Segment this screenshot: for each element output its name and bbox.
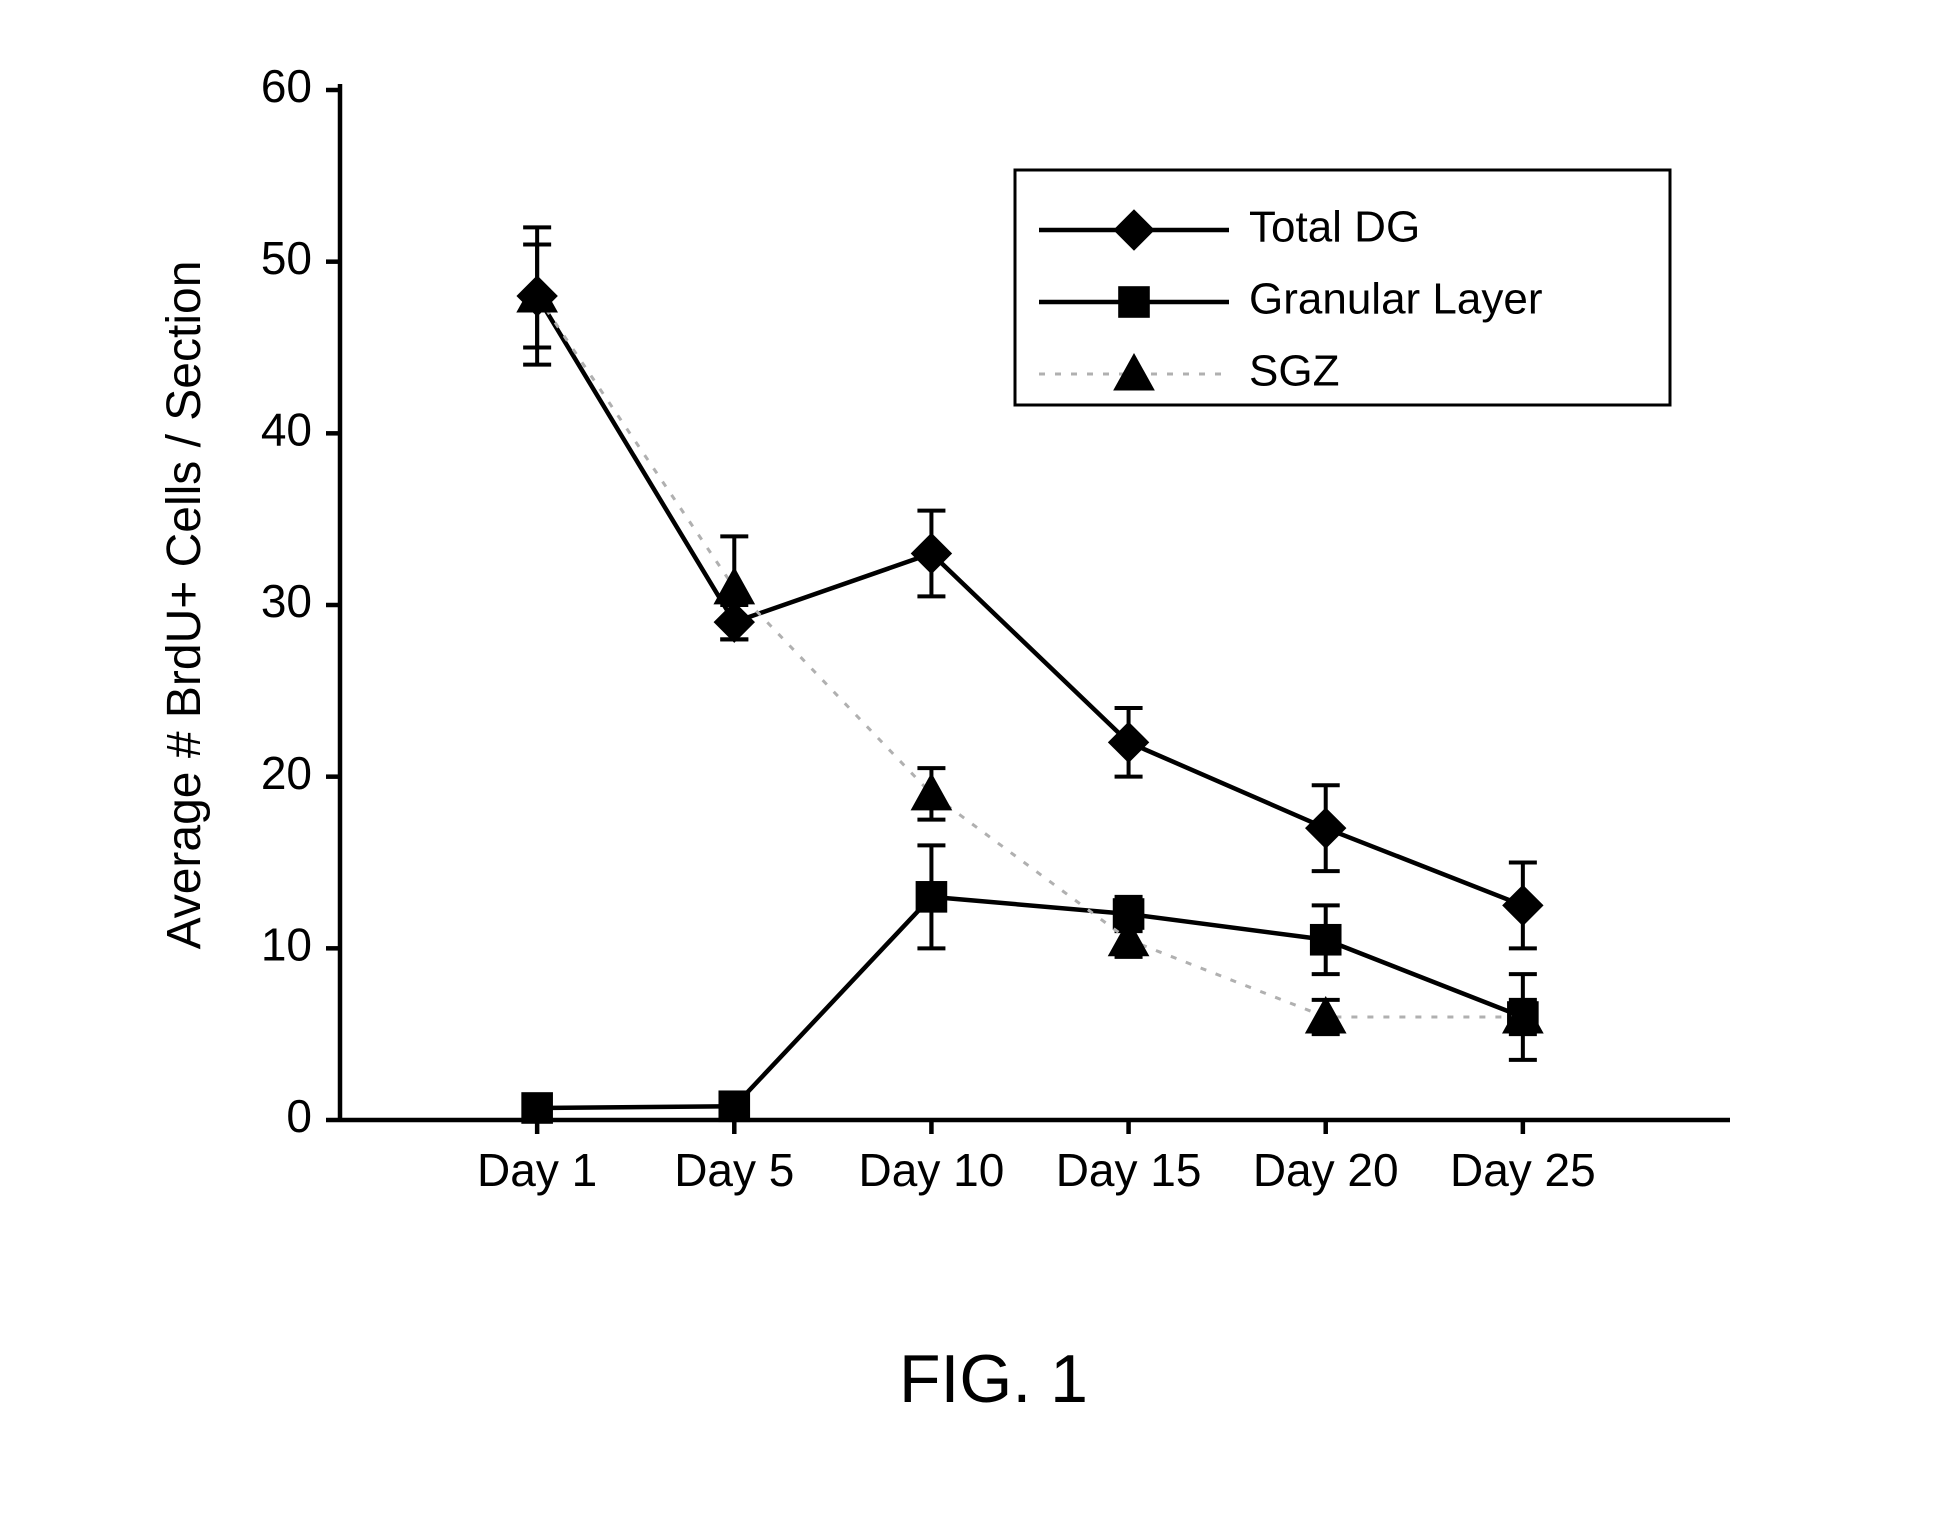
y-axis-label: Average # BrdU+ Cells / Section <box>158 261 211 950</box>
x-tick-label: Day 20 <box>1253 1144 1399 1196</box>
triangle-marker <box>911 774 951 810</box>
y-tick-label: 0 <box>286 1090 312 1142</box>
series-line <box>537 897 1523 1108</box>
triangle-marker <box>1306 997 1346 1033</box>
square-marker <box>719 1091 750 1122</box>
y-tick-label: 30 <box>261 575 312 627</box>
line-chart: 0 10 20 30 40 50 60 Day 1 Day 5 Day 10 Day 15 Day 2… <box>0 0 1958 1526</box>
triangle-marker <box>714 568 754 604</box>
square-marker <box>1310 924 1341 955</box>
y-tick-label: 40 <box>261 403 312 455</box>
x-tick-label: Day 5 <box>674 1144 794 1196</box>
diamond-marker <box>1503 885 1543 925</box>
legend: Total DG Granular Layer SGZ <box>1015 170 1670 405</box>
figure-container: 0 10 20 30 40 50 60 Day 1 Day 5 Day 10 Day 15 Day 2… <box>0 0 1958 1526</box>
square-marker <box>1119 287 1150 318</box>
y-axis-label-group: Average # BrdU+ Cells / Section <box>158 261 211 950</box>
figure-caption: FIG. 1 <box>899 1340 1088 1418</box>
y-tick-label: 10 <box>261 918 312 970</box>
legend-label: Granular Layer <box>1249 275 1542 324</box>
diamond-marker <box>1306 808 1346 848</box>
x-tick-label: Day 1 <box>477 1144 597 1196</box>
y-tick-label: 50 <box>261 232 312 284</box>
square-marker <box>916 882 947 913</box>
square-marker <box>522 1093 553 1124</box>
x-tick-label: Day 15 <box>1056 1144 1202 1196</box>
y-tick-label: 60 <box>261 60 312 112</box>
legend-label: Total DG <box>1249 203 1420 252</box>
y-tick-label: 20 <box>261 747 312 799</box>
x-tick-label: Day 10 <box>859 1144 1005 1196</box>
legend-label: SGZ <box>1249 347 1339 396</box>
x-tick-label: Day 25 <box>1450 1144 1596 1196</box>
series-granular-layer <box>522 845 1538 1123</box>
